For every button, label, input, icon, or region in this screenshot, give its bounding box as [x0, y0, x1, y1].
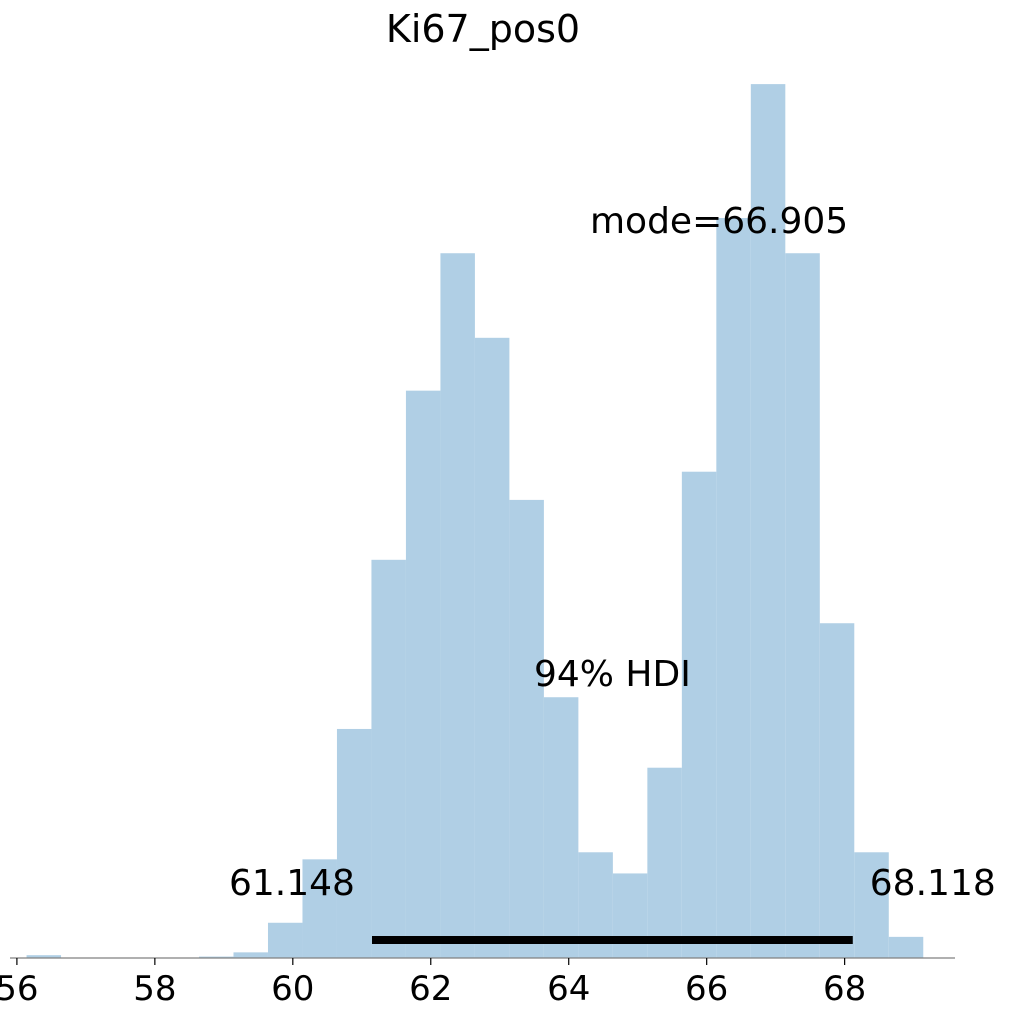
- histogram-bar: [819, 623, 855, 958]
- hdi-high-value: 68.118: [870, 863, 996, 904]
- histogram-bar: [716, 218, 751, 958]
- histogram-bar: [26, 955, 62, 958]
- histogram-bar: [612, 873, 648, 958]
- histogram-bar: [647, 767, 682, 958]
- x-tick-label: 64: [547, 969, 590, 1009]
- histogram-bar: [336, 728, 372, 958]
- x-tick-label: 56: [0, 969, 39, 1009]
- histogram-bar: [440, 253, 475, 958]
- histogram-bar: [854, 852, 889, 958]
- histogram-bar: [233, 952, 268, 958]
- x-tick-label: 58: [133, 969, 176, 1009]
- histogram-bar: [681, 471, 717, 958]
- histogram-bars: [26, 84, 924, 959]
- histogram-bar: [474, 337, 510, 958]
- histogram-bar: [509, 499, 544, 958]
- histogram-bar: [267, 922, 303, 958]
- histogram-bar: [543, 697, 579, 958]
- hdi-low-value: 61.148: [229, 863, 355, 904]
- histogram-bar: [199, 956, 234, 958]
- histogram-bar: [371, 559, 406, 958]
- mode-label: mode=66.905: [590, 201, 848, 242]
- histogram-bar: [888, 936, 924, 958]
- x-tick-label: 60: [271, 969, 314, 1009]
- x-tick-label: 62: [409, 969, 452, 1009]
- histogram-bar: [405, 390, 441, 959]
- hdi-label: 94% HDI: [534, 654, 691, 695]
- x-tick-label: 68: [823, 969, 866, 1009]
- x-tick-label: 66: [685, 969, 728, 1009]
- histogram-bar: [750, 84, 786, 959]
- histogram-bar: [302, 859, 337, 958]
- x-axis-ticks: 56 58 60 62 64 66 68: [0, 958, 866, 1009]
- histogram-bar: [785, 253, 820, 958]
- chart-title: Ki67_pos0: [386, 7, 580, 51]
